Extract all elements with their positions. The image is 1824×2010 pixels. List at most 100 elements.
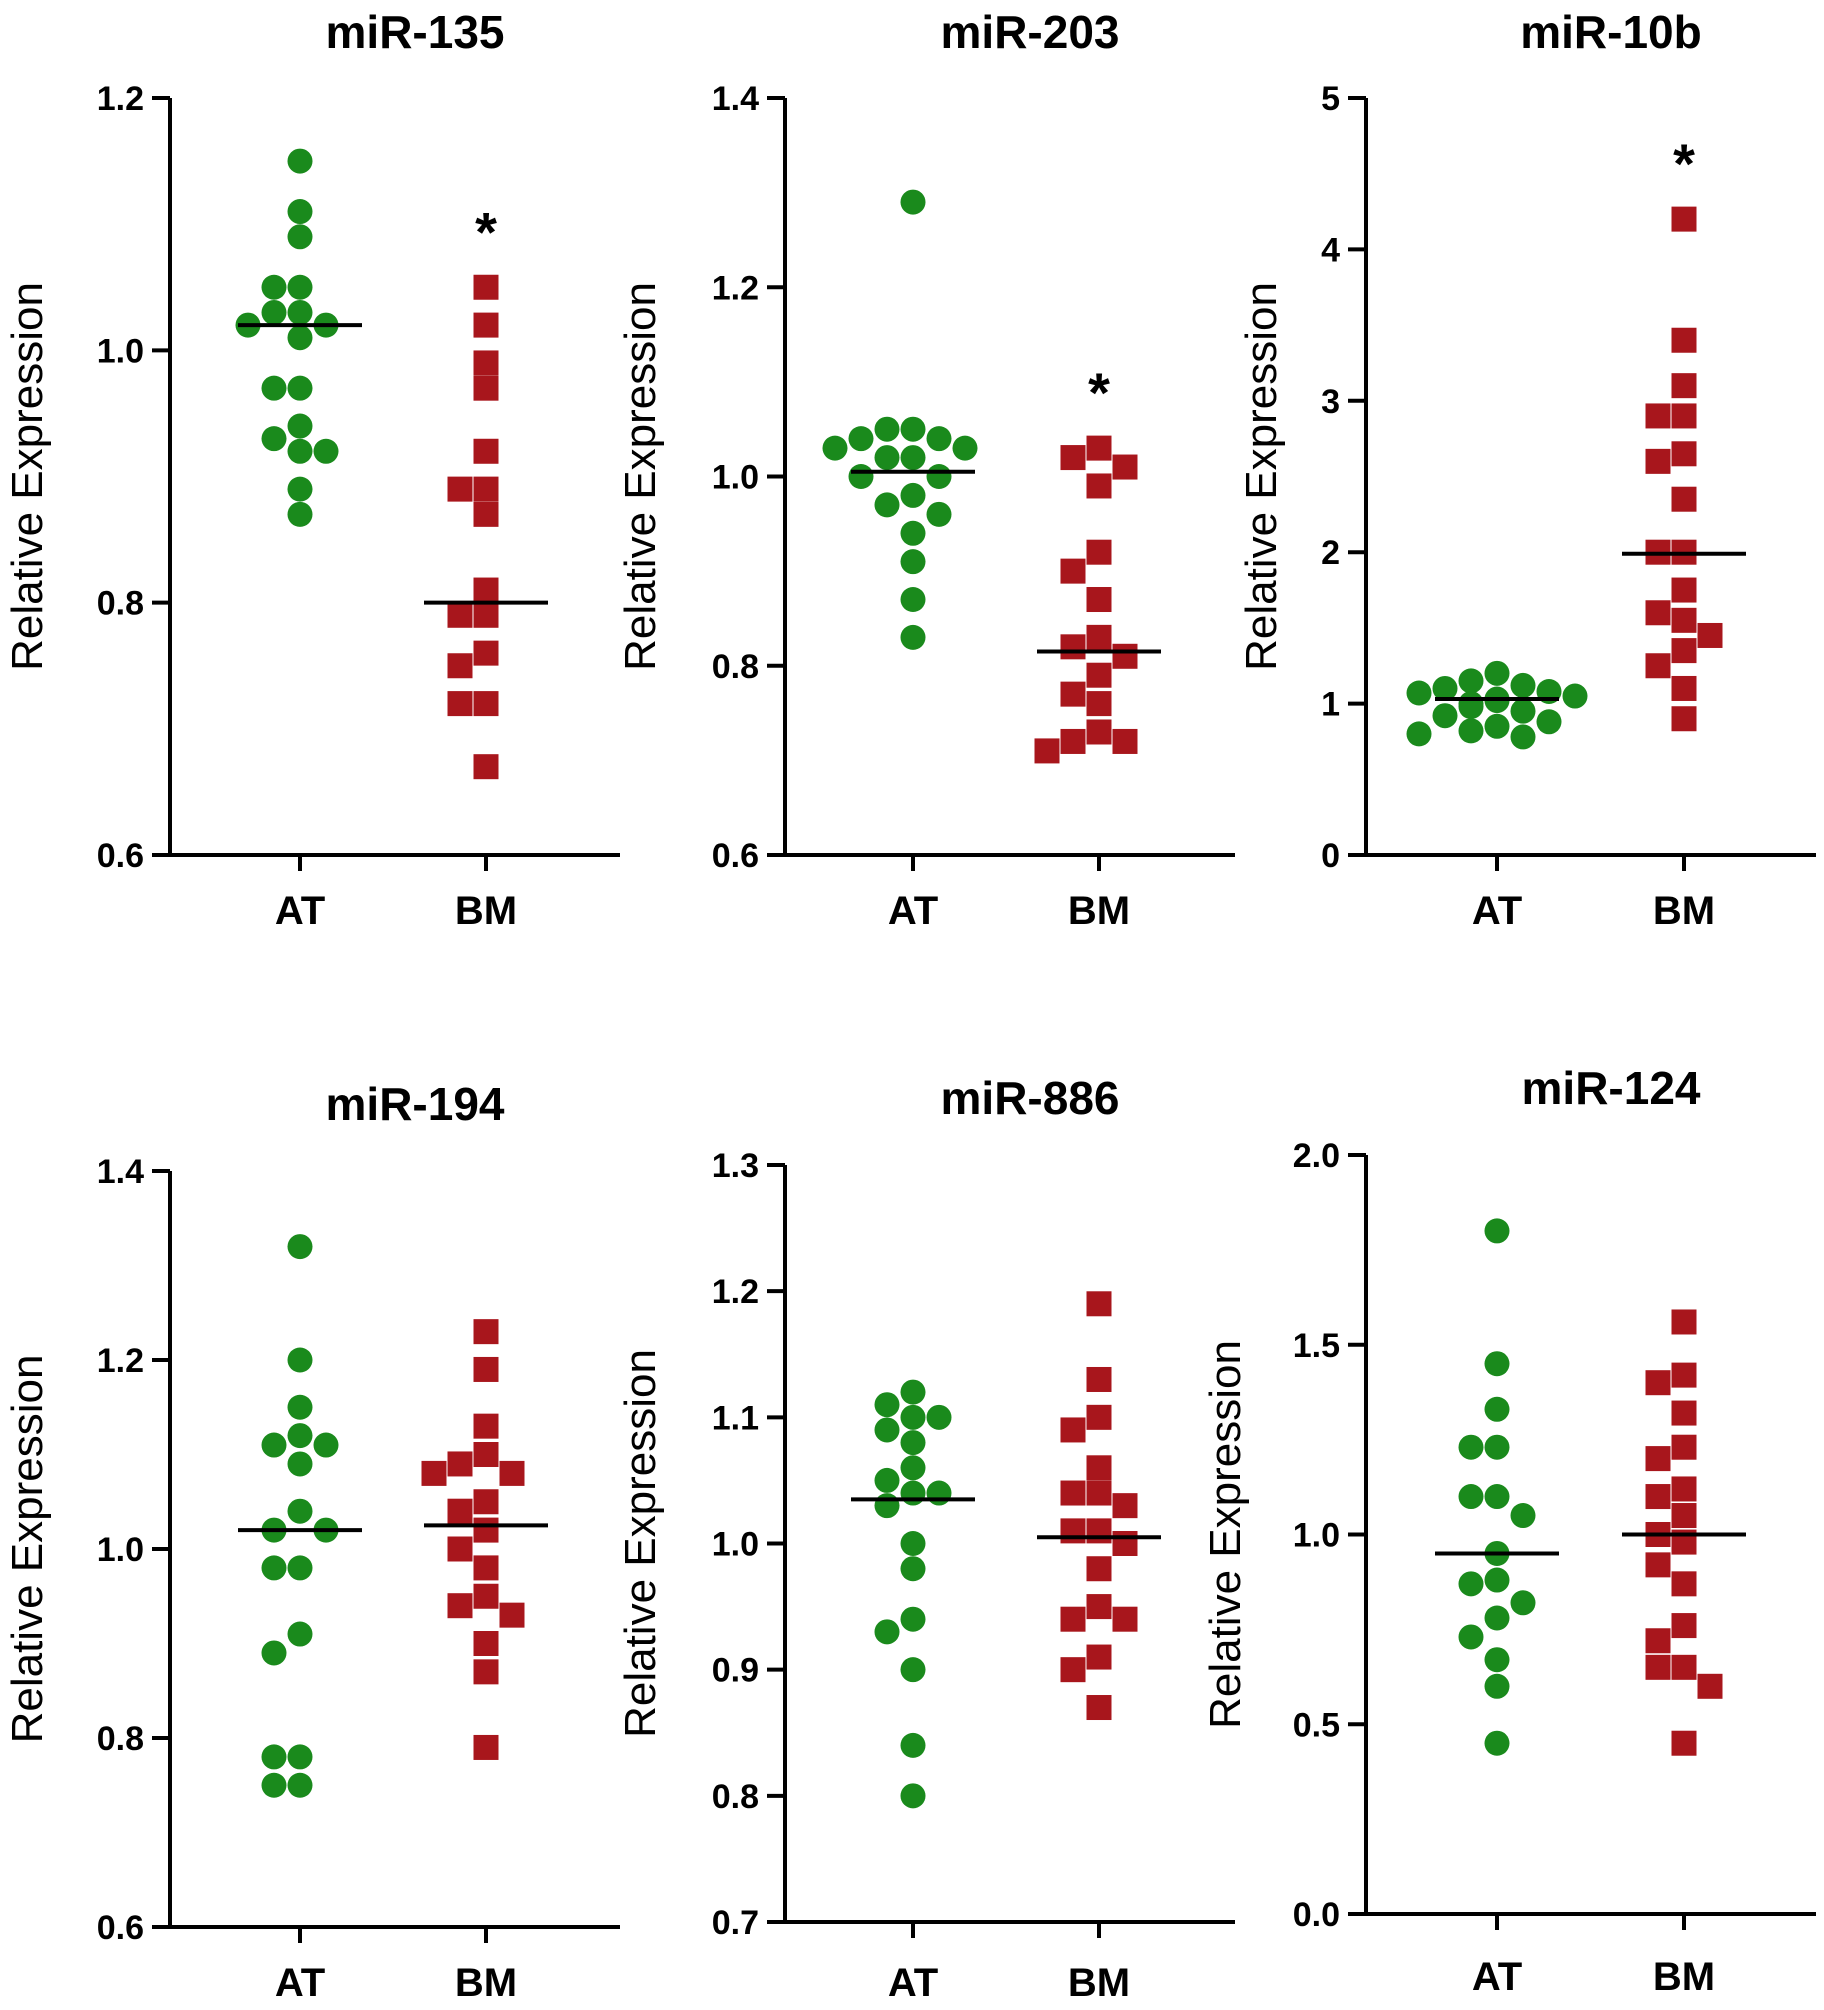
data-point-at <box>287 1347 313 1373</box>
y-axis-label: Relative Expression <box>3 282 52 671</box>
y-axis-label: Relative Expression <box>1201 1340 1250 1729</box>
data-point-at <box>1484 1673 1510 1699</box>
data-point-at <box>874 445 900 471</box>
data-point-bm <box>473 640 499 666</box>
data-point-bm <box>1086 1695 1112 1721</box>
y-tick-label: 1.2 <box>712 1273 759 1311</box>
data-point-bm <box>1060 558 1086 584</box>
data-point-at <box>900 1455 926 1481</box>
x-tick-label-bm: BM <box>1068 889 1130 933</box>
data-point-bm <box>1671 373 1697 399</box>
data-point-at <box>287 1621 313 1647</box>
y-tick-label: 3 <box>1321 383 1340 421</box>
data-point-at <box>287 1234 313 1260</box>
data-point-bm <box>1671 1613 1697 1639</box>
data-point-at <box>287 501 313 527</box>
data-point-bm <box>1112 643 1138 669</box>
data-point-bm <box>1671 486 1697 512</box>
data-point-bm <box>1645 653 1671 679</box>
data-point-bm <box>1060 1480 1086 1506</box>
y-tick-label: 1.0 <box>712 459 759 497</box>
data-point-bm <box>1112 728 1138 754</box>
data-point-at <box>287 325 313 351</box>
data-point-at <box>874 1619 900 1645</box>
data-point-bm <box>1645 1628 1671 1654</box>
data-point-at <box>874 1467 900 1493</box>
data-point-at <box>1484 1396 1510 1422</box>
x-tick-label-at: AT <box>1472 1955 1522 1999</box>
data-point-at <box>287 413 313 439</box>
data-point-bm <box>1645 1446 1671 1472</box>
data-point-at <box>261 1772 287 1798</box>
y-axis-label: Relative Expression <box>616 1349 665 1738</box>
data-point-bm <box>1086 691 1112 717</box>
data-point-at <box>900 549 926 575</box>
y-tick-label: 5 <box>1321 80 1340 118</box>
data-point-at <box>900 1783 926 1809</box>
data-point-at <box>1484 1351 1510 1377</box>
data-point-bm <box>473 438 499 464</box>
data-point-at <box>287 274 313 300</box>
data-point-bm <box>1086 662 1112 688</box>
data-point-bm <box>1645 1654 1671 1680</box>
data-point-bm <box>1671 638 1697 664</box>
data-point-at <box>1562 683 1588 709</box>
data-point-at <box>900 1430 926 1456</box>
data-point-at <box>900 520 926 546</box>
data-point-bm <box>447 1536 473 1562</box>
data-point-bm <box>1645 600 1671 626</box>
data-point-at <box>1510 1590 1536 1616</box>
data-point-bm <box>473 754 499 780</box>
data-point-at <box>287 476 313 502</box>
data-point-at <box>926 426 952 452</box>
data-point-bm <box>473 1631 499 1656</box>
data-point-at <box>926 464 952 489</box>
data-point-bm <box>1671 1434 1697 1460</box>
y-tick-label: 0.9 <box>712 1652 759 1690</box>
y-tick-label: 4 <box>1321 231 1340 269</box>
data-point-at <box>1510 672 1536 698</box>
y-tick-label: 1.0 <box>97 1531 144 1569</box>
data-point-at <box>900 1657 926 1683</box>
data-point-bm <box>499 1460 525 1486</box>
y-tick-label: 1.2 <box>97 80 144 118</box>
data-point-at <box>1432 703 1458 729</box>
data-point-at <box>848 464 874 489</box>
data-point-at <box>874 1392 900 1418</box>
data-point-bm <box>1086 539 1112 565</box>
data-point-at <box>287 375 313 401</box>
data-point-bm <box>473 691 499 717</box>
data-point-bm <box>1086 435 1112 461</box>
data-point-bm <box>1086 1480 1112 1506</box>
data-point-at <box>1484 1484 1510 1510</box>
y-tick-label: 0.6 <box>97 837 144 875</box>
x-tick-label-at: AT <box>275 889 325 933</box>
data-point-bm <box>1060 1657 1086 1683</box>
data-point-bm <box>1671 1571 1697 1597</box>
data-point-bm <box>447 476 473 502</box>
data-point-at <box>287 148 313 174</box>
data-point-bm <box>473 1659 499 1685</box>
data-point-bm <box>473 1489 499 1515</box>
data-point-bm <box>1086 587 1112 613</box>
data-point-bm <box>1086 1556 1112 1582</box>
data-point-at <box>1510 698 1536 724</box>
chart-title: miR-886 <box>941 1072 1120 1124</box>
data-point-at <box>287 1498 313 1524</box>
y-tick-label: 0.8 <box>712 648 759 686</box>
data-point-at <box>261 426 287 452</box>
data-point-at <box>1458 1624 1484 1650</box>
y-tick-label: 0.5 <box>1293 1706 1340 1744</box>
data-point-at <box>287 438 313 464</box>
x-tick-label-bm: BM <box>1653 1955 1715 1999</box>
data-point-at <box>926 501 952 527</box>
data-point-bm <box>1060 1417 1086 1443</box>
data-point-bm <box>1086 1291 1112 1317</box>
data-point-at <box>874 416 900 442</box>
y-tick-label: 0 <box>1321 837 1340 875</box>
data-point-bm <box>1086 1455 1112 1481</box>
data-point-at <box>926 1480 952 1506</box>
data-point-bm <box>473 1734 499 1760</box>
data-point-bm <box>1645 1552 1671 1578</box>
